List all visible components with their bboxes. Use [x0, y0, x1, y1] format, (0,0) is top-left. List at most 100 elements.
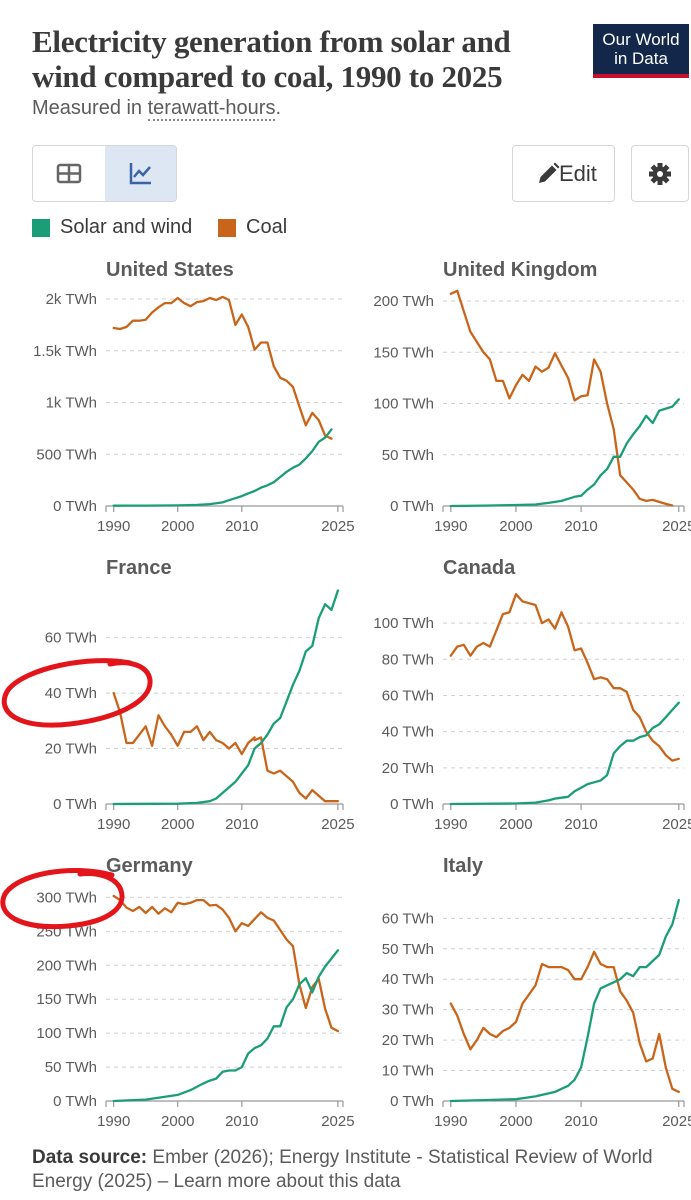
x-tick-label: 2000 — [499, 816, 532, 833]
y-tick-label: 20 TWh — [382, 760, 434, 777]
y-tick-label: 150 TWh — [36, 991, 97, 1008]
owid-logo[interactable]: Our World in Data — [593, 24, 689, 78]
series-line-solar-and-wind[interactable] — [449, 701, 680, 806]
pencil-icon — [539, 162, 560, 183]
x-tick-label: 2025 — [662, 1113, 691, 1130]
y-tick-label: 500 TWh — [36, 446, 97, 463]
gear-icon — [649, 163, 671, 185]
y-tick-label: 100 TWh — [373, 396, 434, 413]
y-tick-label: 40 TWh — [382, 971, 434, 988]
y-tick-label: 0 TWh — [53, 796, 97, 813]
tab-table[interactable] — [33, 146, 105, 201]
x-tick-label: 2010 — [225, 518, 258, 535]
y-tick-label: 50 TWh — [382, 447, 434, 464]
y-tick-label: 20 TWh — [382, 1032, 434, 1049]
series-line-solar-and-wind[interactable] — [112, 589, 340, 806]
x-tick-label: 1990 — [97, 1113, 130, 1130]
panel-title-france: France — [106, 557, 172, 579]
line-chart-icon — [129, 163, 151, 185]
settings-button[interactable] — [631, 145, 689, 202]
series-line-solar-and-wind[interactable] — [449, 398, 680, 508]
annotation-circle — [0, 867, 125, 930]
tab-chart[interactable] — [105, 146, 176, 201]
y-tick-label: 80 TWh — [382, 651, 434, 668]
y-tick-label: 50 TWh — [382, 941, 434, 958]
series-line-solar-and-wind[interactable] — [112, 949, 340, 1103]
y-tick-label: 0 TWh — [53, 1093, 97, 1110]
x-tick-label: 1990 — [434, 518, 467, 535]
y-tick-label: 10 TWh — [382, 1063, 434, 1080]
x-tick-label: 1990 — [97, 518, 130, 535]
x-tick-label: 2010 — [564, 518, 597, 535]
series-line-solar-and-wind[interactable] — [449, 898, 680, 1103]
series-line-coal[interactable] — [112, 295, 333, 440]
series-line-coal[interactable] — [449, 593, 680, 762]
data-source: Data source: Ember (2026); Energy Instit… — [32, 1147, 653, 1192]
x-tick-label: 1990 — [434, 816, 467, 833]
legend-swatch — [32, 218, 50, 237]
panel-title-uk: United Kingdom — [443, 259, 598, 281]
chart-title: Electricity generation from solar and wi… — [32, 24, 511, 94]
y-tick-label: 1.5k TWh — [33, 343, 97, 360]
annotation-circle — [1, 658, 153, 728]
view-toggle — [32, 145, 177, 202]
x-tick-label: 2025 — [321, 816, 354, 833]
y-tick-label: 40 TWh — [45, 685, 97, 702]
edit-button[interactable]: Edit — [512, 145, 615, 202]
x-tick-label: 2000 — [499, 518, 532, 535]
y-tick-label: 0 TWh — [390, 1093, 434, 1110]
y-tick-label: 0 TWh — [390, 498, 434, 515]
x-tick-label: 2010 — [225, 1113, 258, 1130]
panel-1: 0 TWh 50 TWh 100 TWh 150 TWh 200 TWh 1990 2000… — [373, 289, 691, 535]
panel-3: 0 TWh 20 TWh 40 TWh 60 TWh 80 TWh 100 TWh 1990… — [373, 593, 691, 833]
panel-5: 0 TWh 10 TWh 20 TWh 30 TWh 40 TWh 50 TWh 60 TW… — [382, 898, 691, 1130]
y-tick-label: 60 TWh — [382, 687, 434, 704]
y-tick-label: 100 TWh — [373, 615, 434, 632]
x-tick-label: 2010 — [564, 1113, 597, 1130]
series-line-solar-and-wind[interactable] — [112, 428, 333, 507]
panel-title-canada: Canada — [443, 557, 516, 579]
y-tick-label: 20 TWh — [45, 741, 97, 758]
chart-subtitle: Measured in terawatt-hours. — [32, 97, 282, 121]
x-tick-label: 1990 — [97, 816, 130, 833]
y-tick-label: 60 TWh — [45, 630, 97, 647]
x-tick-label: 2000 — [161, 816, 194, 833]
x-tick-label: 1990 — [434, 1113, 467, 1130]
series-line-coal[interactable] — [112, 894, 340, 1033]
legend-swatch — [218, 218, 236, 237]
series-line-coal[interactable] — [253, 736, 340, 803]
x-tick-label: 2025 — [662, 518, 691, 535]
x-tick-label: 2025 — [662, 816, 691, 833]
series-line-coal[interactable] — [112, 691, 256, 756]
y-tick-label: 30 TWh — [382, 1002, 434, 1019]
x-tick-label: 2025 — [321, 518, 354, 535]
series-line-coal[interactable] — [449, 289, 674, 507]
panel-title-us: United States — [106, 259, 234, 281]
y-tick-label: 100 TWh — [36, 1025, 97, 1042]
y-tick-label: 60 TWh — [382, 910, 434, 927]
panel-0: 0 TWh 500 TWh 1k TWh 1.5k TWh 2k TWh 1990 2000… — [33, 291, 354, 535]
y-tick-label: 50 TWh — [45, 1059, 97, 1076]
y-tick-label: 200 TWh — [373, 293, 434, 310]
unit-link[interactable]: terawatt-hours — [147, 97, 276, 121]
y-tick-label: 1k TWh — [46, 395, 97, 412]
y-tick-label: 0 TWh — [390, 796, 434, 813]
legend-solar-wind[interactable]: Solar and wind — [32, 216, 192, 239]
y-tick-label: 0 TWh — [53, 498, 97, 515]
y-tick-label: 300 TWh — [36, 889, 97, 906]
table-icon — [56, 163, 82, 184]
panel-2: 0 TWh 20 TWh 40 TWh 60 TWh 1990 2000 2010 2025 — [45, 589, 355, 833]
x-tick-label: 2025 — [321, 1113, 354, 1130]
y-tick-label: 40 TWh — [382, 724, 434, 741]
y-tick-label: 150 TWh — [373, 344, 434, 361]
series-line-coal[interactable] — [449, 950, 680, 1094]
legend-coal[interactable]: Coal — [218, 216, 287, 239]
y-tick-label: 200 TWh — [36, 957, 97, 974]
x-tick-label: 2010 — [564, 816, 597, 833]
y-tick-label: 2k TWh — [46, 291, 97, 308]
x-tick-label: 2010 — [225, 816, 258, 833]
source-link[interactable]: Ember (2026); Energy Institute - Statist… — [32, 1147, 653, 1192]
x-tick-label: 2000 — [499, 1113, 532, 1130]
